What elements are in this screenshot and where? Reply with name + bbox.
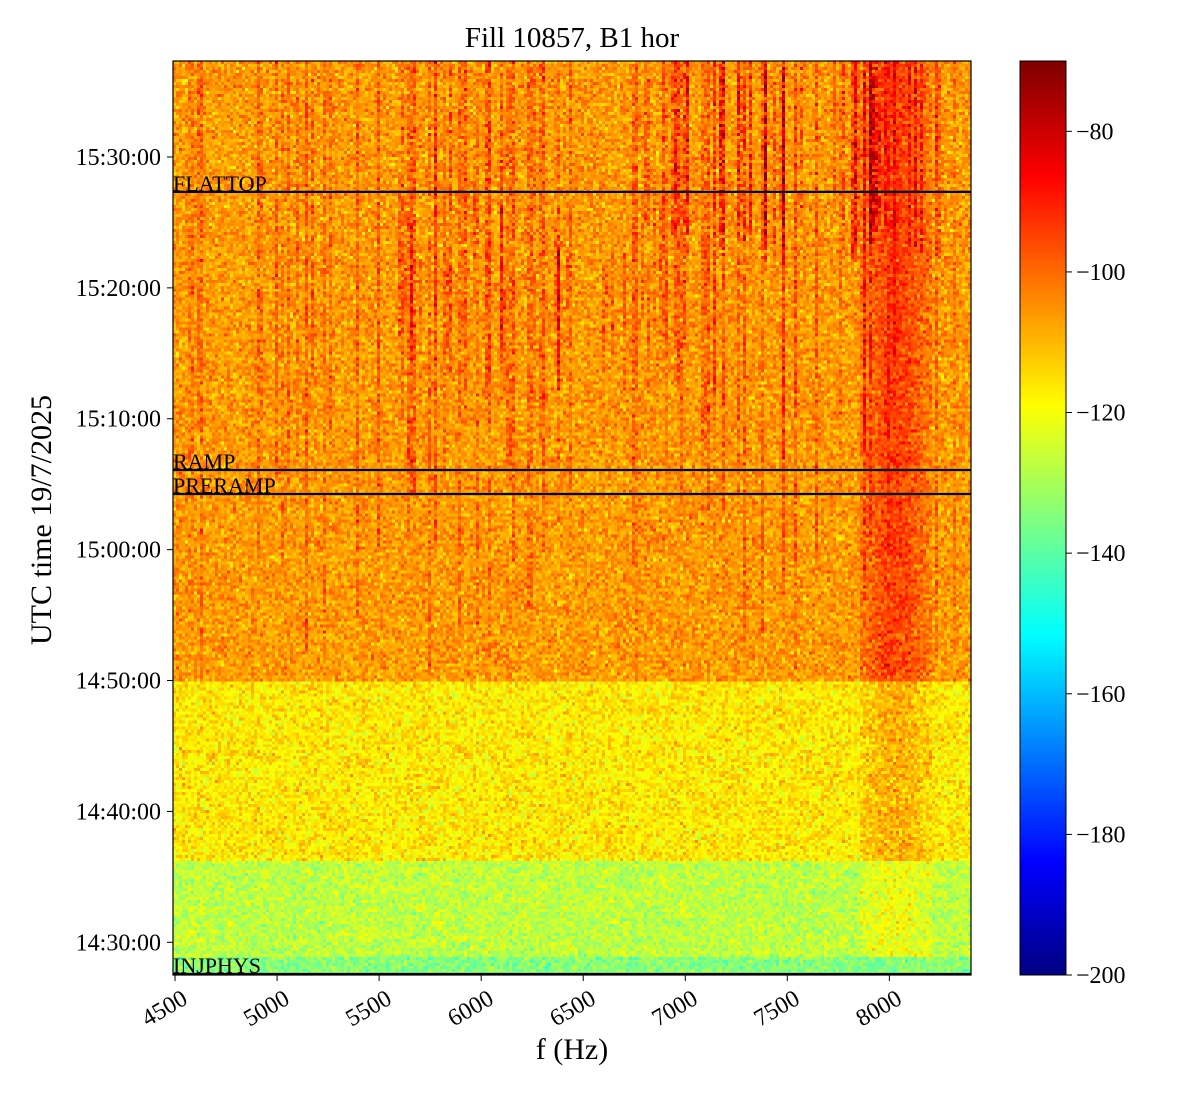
y-tick-label: 14:30:00 <box>76 930 161 956</box>
y-tick-label: 15:20:00 <box>76 276 161 302</box>
colorbar-tick-label: −80 <box>1076 119 1114 145</box>
event-label-flattop: FLATTOP <box>173 171 267 196</box>
x-tick-label: 5500 <box>342 986 397 1033</box>
colorbar-tick-label: −200 <box>1076 963 1126 989</box>
colorbar-tick-label: −140 <box>1076 541 1126 567</box>
colorbar <box>1020 61 1066 975</box>
event-label-injphys: INJPHYS <box>173 953 261 978</box>
spectrogram-heatmap <box>173 61 971 975</box>
x-tick-label: 7500 <box>750 986 805 1033</box>
x-tick-label: 8000 <box>852 986 907 1033</box>
plot-frame <box>172 60 972 976</box>
colorbar-tick-label: −160 <box>1076 682 1126 708</box>
y-tick-label: 14:40:00 <box>76 799 161 825</box>
x-tick-label: 6500 <box>546 986 601 1033</box>
y-axis-label: UTC time 19/7/2025 <box>25 395 58 645</box>
colorbar-tick-label: −120 <box>1076 401 1126 427</box>
colorbar-tick-label: −180 <box>1076 822 1126 848</box>
x-tick-label: 7000 <box>648 986 703 1033</box>
x-tick-label: 4500 <box>137 986 192 1033</box>
event-label-ramp: RAMP <box>173 449 235 474</box>
y-tick-label: 15:00:00 <box>76 538 161 564</box>
x-tick-label: 5000 <box>240 986 295 1033</box>
y-tick-label: 15:10:00 <box>76 407 161 433</box>
x-tick-label: 6000 <box>444 986 499 1033</box>
chart-title: Fill 10857, B1 hor <box>464 22 680 54</box>
colorbar-tick-label: −100 <box>1076 260 1126 286</box>
y-tick-label: 15:30:00 <box>76 145 161 171</box>
colorbar-frame <box>1019 60 1067 976</box>
y-tick-label: 14:50:00 <box>76 669 161 695</box>
event-label-preramp: PRERAMP <box>173 473 276 498</box>
x-axis-label: f (Hz) <box>535 1033 609 1066</box>
